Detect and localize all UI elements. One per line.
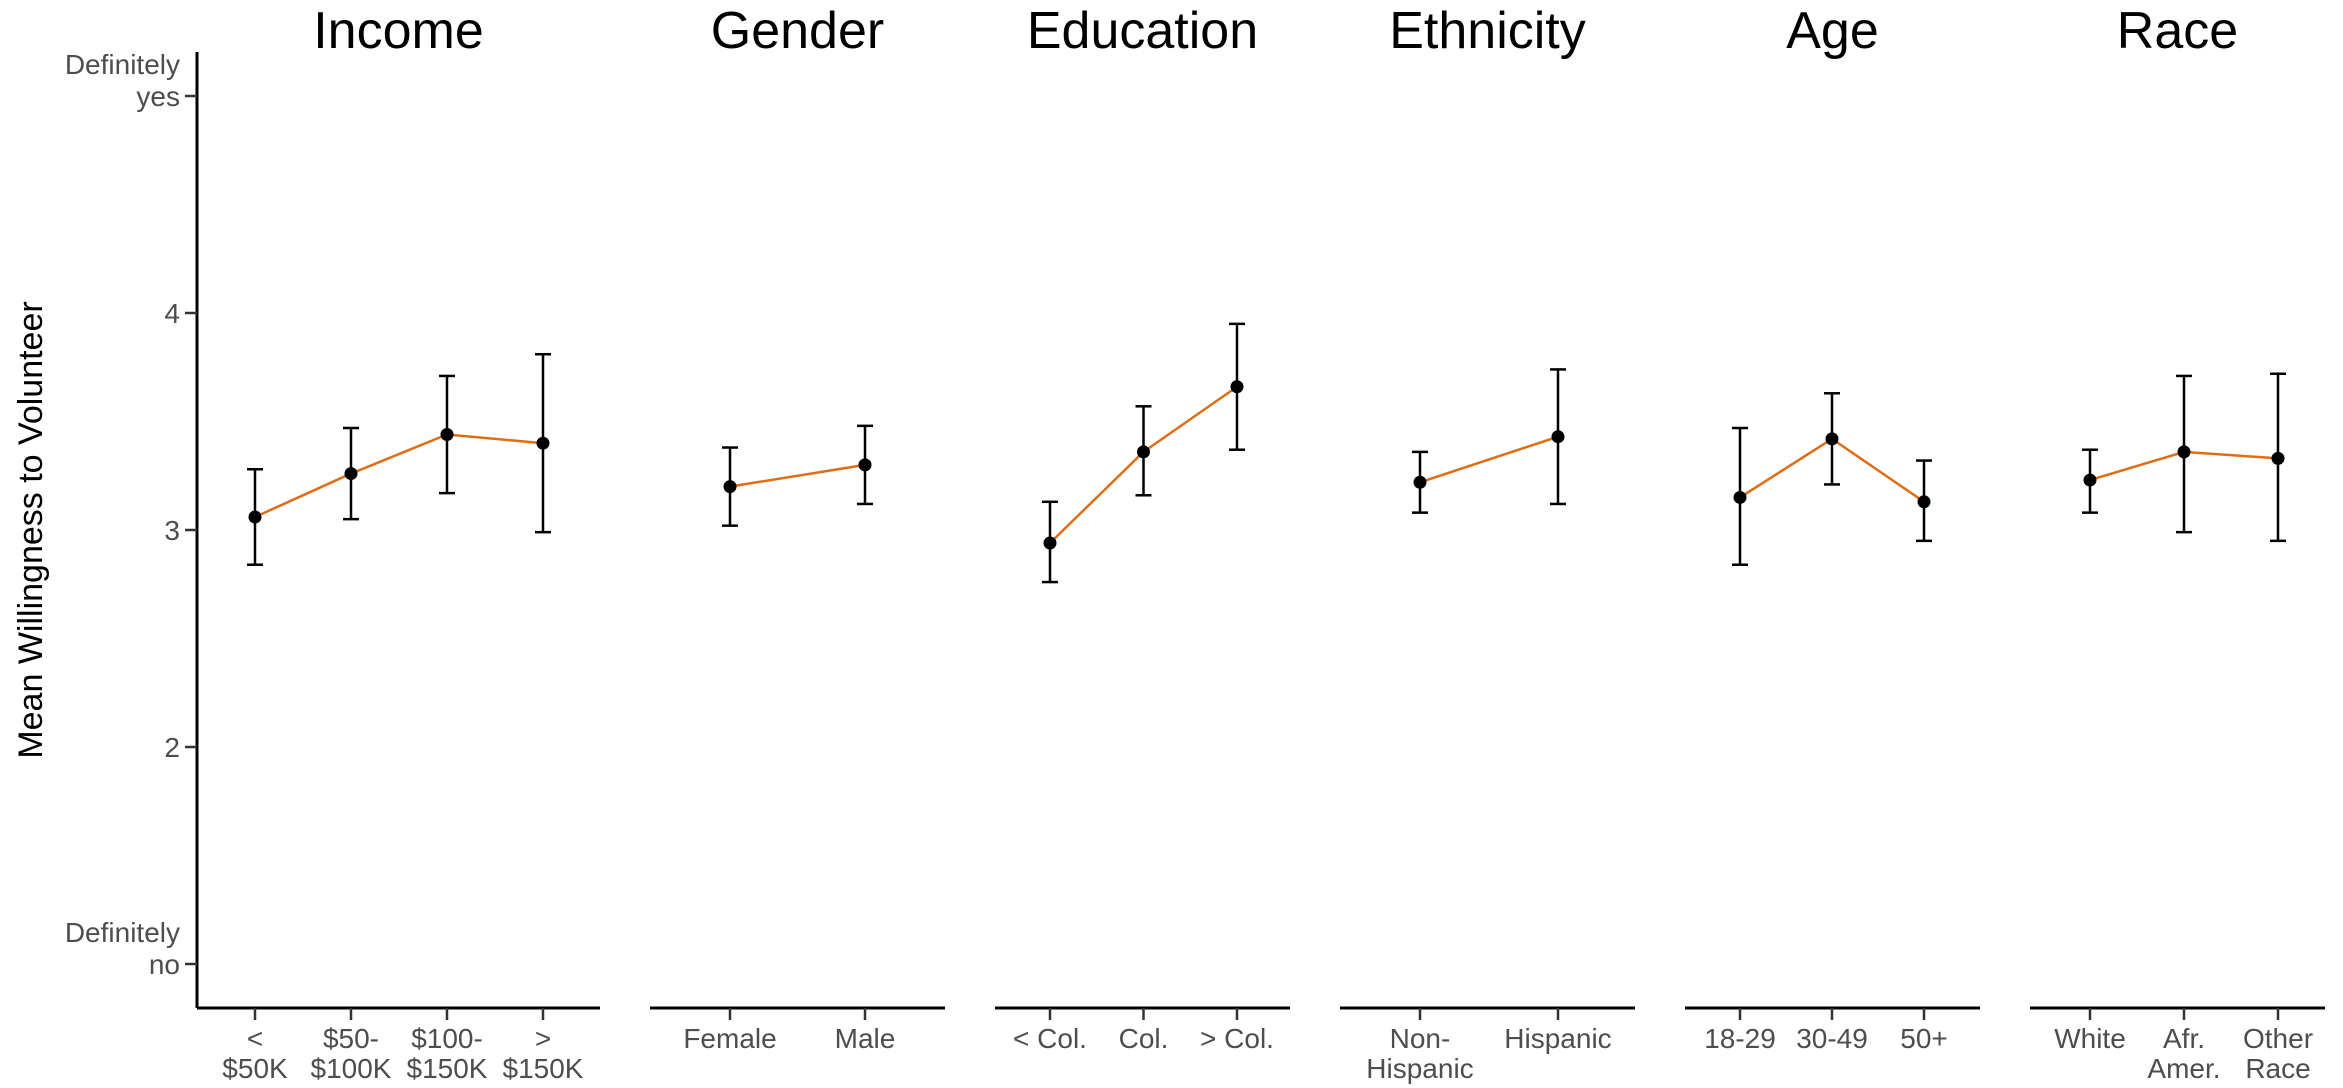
data-point: [344, 467, 358, 481]
data-point: [536, 436, 550, 450]
panel-title: Gender: [711, 2, 884, 60]
data-point: [1825, 432, 1839, 446]
data-point: [1137, 445, 1150, 459]
x-tick-label: > Col.: [1200, 1023, 1274, 1054]
x-tick-label: > $150K: [503, 1023, 584, 1084]
data-point: [1733, 490, 1747, 504]
x-tick-label: Non-Hispanic: [1366, 1023, 1473, 1084]
y-tick-label: Definitely no: [65, 917, 180, 980]
x-tick-label-line: $100K: [311, 1053, 392, 1084]
x-tick-label-line: Male: [835, 1023, 896, 1054]
y-tick-label-line: 4: [164, 298, 180, 329]
x-tick-label: < Col.: [1013, 1023, 1087, 1054]
data-point: [723, 480, 737, 494]
data-point: [1917, 495, 1931, 509]
y-tick-label-line: yes: [136, 81, 180, 112]
series-line: [1419, 435, 1559, 484]
y-tick-label-line: no: [149, 949, 180, 980]
y-tick-label: 2: [164, 732, 180, 763]
x-tick-label: Col.: [1119, 1023, 1169, 1054]
x-tick-label: Female: [683, 1023, 776, 1054]
x-tick-label-line: <: [247, 1023, 263, 1054]
x-tick-label-line: >: [535, 1023, 551, 1054]
x-tick-label-line: Other: [2243, 1023, 2313, 1054]
data-point: [440, 428, 454, 442]
x-tick-label-line: 18-29: [1704, 1023, 1776, 1054]
x-tick-label-line: White: [2054, 1023, 2126, 1054]
data-point: [1230, 380, 1244, 394]
data-point: [2083, 473, 2097, 487]
panel-title: Age: [1786, 2, 1879, 60]
x-tick-label-line: Hispanic: [1366, 1053, 1473, 1084]
x-tick-label: Afr. Amer.: [2147, 1023, 2220, 1084]
y-axis-title: Mean Willingness to Volunteer: [12, 301, 50, 758]
data-point: [1551, 430, 1565, 444]
x-tick-label-line: $50K: [222, 1053, 288, 1084]
x-tick-label-line: $50-: [323, 1023, 379, 1054]
y-tick-label: Definitely yes: [65, 49, 180, 112]
x-tick-label-line: Race: [2245, 1053, 2310, 1084]
y-tick-label-line: Definitely: [65, 917, 180, 948]
x-tick-label-line: 50+: [1900, 1023, 1948, 1054]
x-tick-label-line: Amer.: [2147, 1053, 2220, 1084]
data-point: [858, 458, 872, 472]
x-tick-label-line: $150K: [503, 1053, 584, 1084]
x-tick-label-line: < Col.: [1013, 1023, 1087, 1054]
x-tick-label: $50-$100K: [311, 1023, 392, 1084]
panel-title: Race: [2117, 2, 2238, 60]
x-tick-label-line: > Col.: [1200, 1023, 1274, 1054]
y-tick-label: 3: [164, 515, 180, 546]
data-point: [248, 510, 262, 524]
y-tick-label: 4: [164, 298, 180, 329]
x-tick-label: $100-$150K: [407, 1023, 488, 1084]
y-tick-label-line: Definitely: [65, 49, 180, 80]
y-tick-label-line: 3: [164, 515, 180, 546]
x-tick-label: 50+: [1900, 1023, 1948, 1054]
x-tick-label: White: [2054, 1023, 2126, 1054]
x-tick-label-line: Afr.: [2163, 1023, 2205, 1054]
x-tick-label-line: Col.: [1119, 1023, 1169, 1054]
x-tick-label: 18-29: [1704, 1023, 1776, 1054]
data-point: [1413, 475, 1427, 489]
x-tick-label-line: 30-49: [1796, 1023, 1868, 1054]
panel-title: Ethnicity: [1389, 2, 1586, 60]
x-tick-label: Other Race: [2243, 1023, 2313, 1084]
y-tick-label-line: 2: [164, 732, 180, 763]
x-tick-label: 30-49: [1796, 1023, 1868, 1054]
data-point: [2271, 451, 2285, 465]
series-line: [729, 463, 866, 488]
x-tick-label: < $50K: [222, 1023, 288, 1084]
x-tick-label-line: Hispanic: [1504, 1023, 1611, 1054]
panel-title: Income: [313, 2, 484, 60]
x-tick-label-line: Female: [683, 1023, 776, 1054]
x-tick-label-line: $100-: [411, 1023, 483, 1054]
x-tick-label: Male: [835, 1023, 896, 1054]
panel-title: Education: [1027, 2, 1258, 60]
x-tick-label-line: Non-: [1390, 1023, 1451, 1054]
data-point: [2177, 445, 2191, 459]
x-tick-label: Hispanic: [1504, 1023, 1611, 1054]
series-line: [254, 433, 544, 519]
data-point: [1043, 536, 1057, 550]
x-tick-label-line: $150K: [407, 1053, 488, 1084]
